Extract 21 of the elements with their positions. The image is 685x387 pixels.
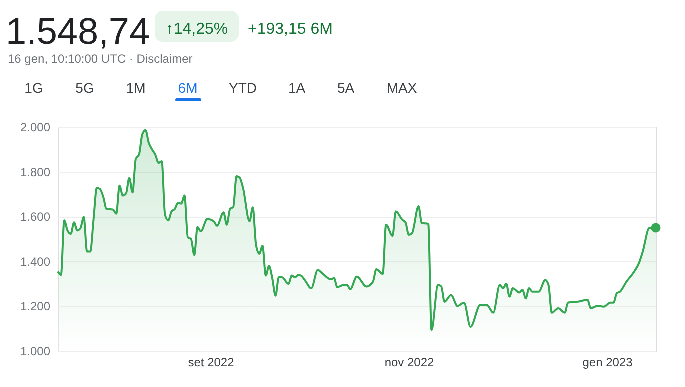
x-tick-label: nov 2022 (384, 356, 435, 370)
y-tick-label: 1.400 (20, 254, 51, 269)
y-tick-label: 1.200 (20, 300, 51, 314)
x-tick-label: set 2022 (188, 356, 235, 370)
text: +193,15 6M (248, 21, 333, 38)
text: 1G (24, 80, 44, 96)
x-tick-label: gen 2023 (582, 356, 634, 370)
text: 5G (76, 80, 94, 96)
text: 6M (178, 80, 198, 96)
y-tick-label: 1.000 (20, 344, 51, 358)
y-tick-label: 2.000 (20, 120, 51, 134)
y-tick-label: 1.600 (20, 210, 51, 224)
text: MAX (386, 80, 418, 96)
text: 1M (126, 80, 146, 96)
text: 5A (337, 80, 356, 96)
text: 1A (288, 80, 306, 96)
text: ↑14,25% (166, 21, 228, 38)
chart-title: 1.548,74 (6, 11, 150, 52)
text: YTD (229, 80, 257, 96)
y-tick-label: 1.800 (20, 165, 51, 180)
chart-subtitle: 16 gen, 10:10:00 UTC · Disclaimer (8, 52, 193, 66)
